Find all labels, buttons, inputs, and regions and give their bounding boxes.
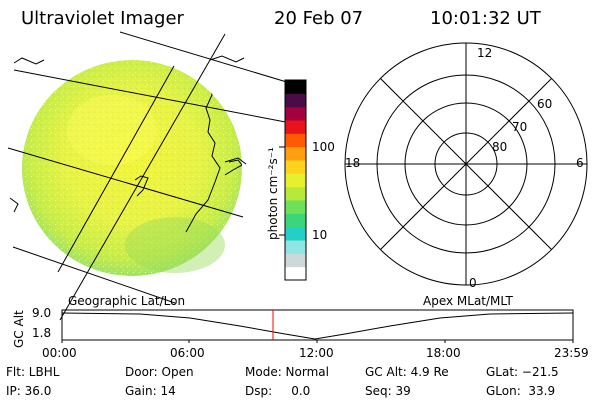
colorbar-segment [285, 226, 306, 241]
altitude-plot [61, 309, 574, 343]
altitude-ytick-1-8: 1.8 [32, 326, 52, 340]
colorbar-segment [285, 213, 306, 228]
colorbar-segment [285, 80, 306, 94]
colorbar-segment [285, 186, 306, 201]
instrument-title: Ultraviolet Imager [21, 8, 184, 29]
xtick-1200: 12:00 [299, 346, 334, 360]
colorbar-segment [285, 93, 306, 108]
status-gc-alt: GC Alt: 4.9 Re [365, 365, 449, 379]
status-ip: IP: 36.0 [6, 384, 52, 398]
colorbar-segment [285, 106, 306, 121]
xtick-2359: 23:59 [554, 346, 589, 360]
xtick-1800: 18:00 [426, 346, 461, 360]
mlat-label-70: 70 [512, 120, 528, 134]
colorbar-segment [285, 240, 306, 254]
colorbar-segment [285, 200, 306, 214]
colorbar-segment [285, 133, 306, 148]
altitude-ytick-9: 9.0 [32, 306, 52, 320]
colorbar-segment [285, 146, 306, 161]
status-seq: Seq: 39 [365, 384, 411, 398]
xtick-0600: 06:00 [170, 346, 205, 360]
colorbar-segment [285, 160, 306, 174]
date-label: 20 Feb 07 [274, 8, 364, 29]
status-glat: GLat: −21.5 [486, 365, 559, 379]
geographic-caption: Geographic Lat/Lon [68, 294, 186, 308]
mlt-label-0: 0 [469, 276, 477, 290]
colorbar-label-10: 10 [312, 228, 328, 242]
xtick-0000: 00:00 [42, 346, 77, 360]
apex-caption: Apex MLat/MLT [423, 294, 513, 308]
color-scale-bar [279, 79, 307, 281]
altitude-curve [61, 312, 574, 340]
time-label: 10:01:32 UT [430, 8, 541, 29]
mlt-label-12: 12 [477, 46, 493, 60]
colorbar-segment [285, 253, 306, 268]
status-glon: GLon: 33.9 [486, 384, 556, 398]
outside-coastline [9, 55, 247, 213]
status-mode: Mode: Normal [245, 365, 329, 379]
mlt-label-6: 6 [576, 156, 584, 170]
colorbar-label-100: 100 [312, 140, 335, 154]
polar-mlat-mlt-plot [344, 42, 588, 286]
colorbar-segment [285, 266, 306, 281]
status-gain: Gain: 14 [125, 384, 176, 398]
mlat-label-60: 60 [537, 97, 553, 111]
status-door: Door: Open [125, 365, 194, 379]
status-dsp: Dsp: 0.0 [245, 384, 311, 398]
uv-image-disc [22, 60, 242, 276]
mlt-label-18: 18 [345, 156, 361, 170]
mlat-label-80: 80 [492, 140, 508, 154]
status-filter: Flt: LBHL [6, 365, 60, 379]
altitude-ylabel: GC Alt [12, 310, 26, 348]
colorbar-segment [285, 173, 306, 188]
colorbar-segment [285, 120, 306, 134]
colorbar-unit-label: photon cm⁻²s⁻¹ [266, 147, 280, 240]
